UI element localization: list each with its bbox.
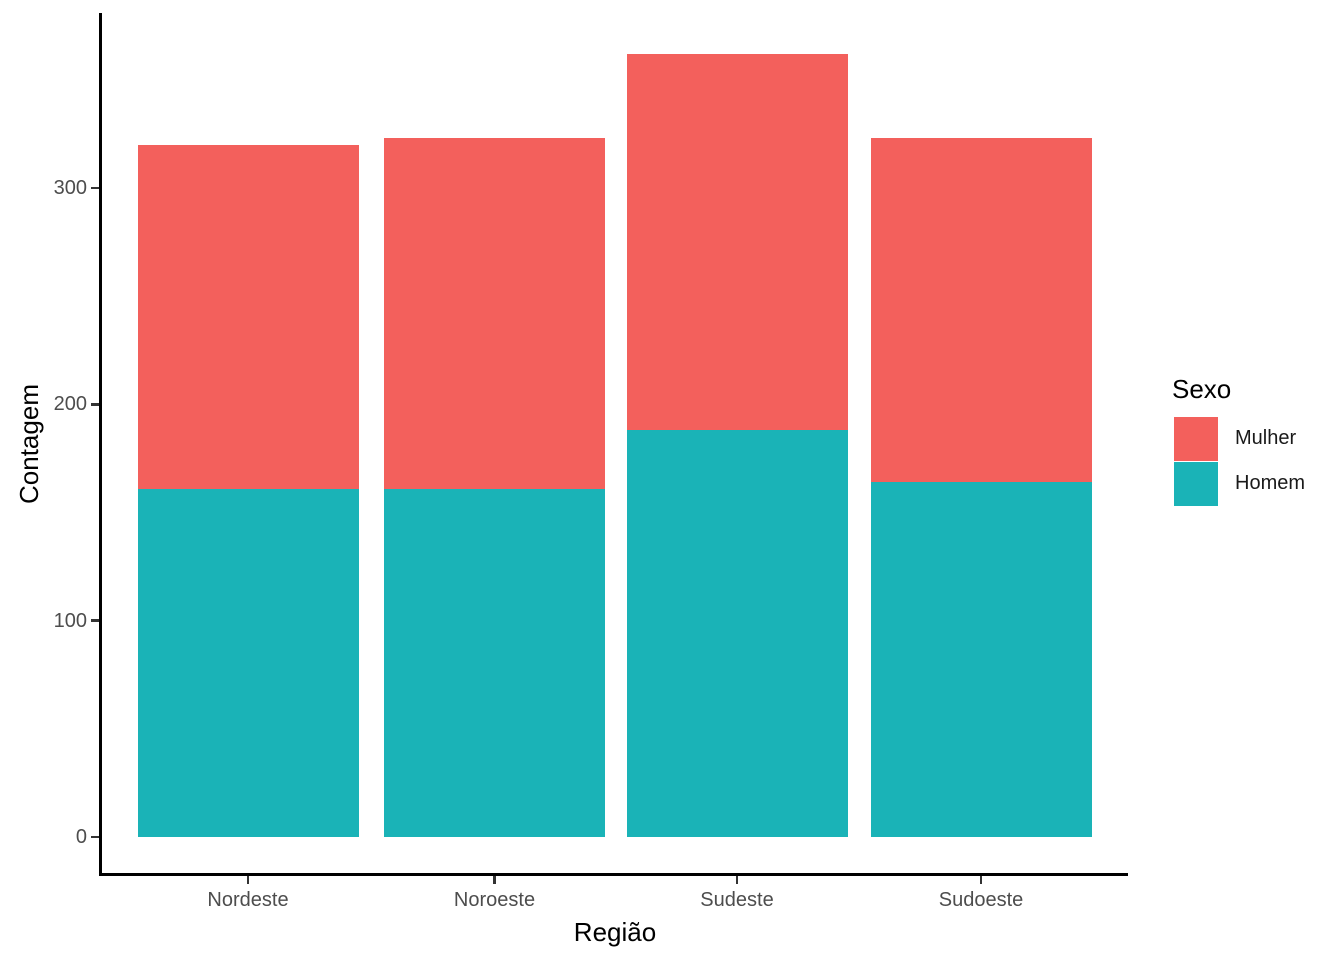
y-tick-mark bbox=[91, 403, 99, 406]
bar-segment-mulher-nordeste bbox=[137, 144, 359, 489]
y-tick-label: 300 bbox=[53, 177, 87, 199]
bar-segment-homem-sudoeste bbox=[870, 482, 1092, 837]
y-axis-line bbox=[99, 13, 102, 876]
legend-label-mulher: Mulher bbox=[1235, 427, 1297, 449]
legend-title: Sexo bbox=[1172, 374, 1232, 404]
x-tick-mark bbox=[246, 876, 250, 884]
legend-item-mulher: Mulher bbox=[1172, 416, 1305, 461]
bar-segment-homem-noroeste bbox=[384, 488, 605, 837]
y-tick-label: 200 bbox=[53, 393, 87, 416]
bar-segment-homem-nordeste bbox=[137, 488, 359, 837]
legend-label-homem: Homem bbox=[1235, 472, 1306, 494]
x-tick-label-noroeste: Noroeste bbox=[453, 889, 536, 911]
y-tick-label: 0 bbox=[75, 826, 87, 848]
x-tick-mark bbox=[979, 876, 983, 884]
legend-key-mulher-swatch bbox=[1174, 416, 1218, 461]
x-axis-title: Região bbox=[573, 917, 657, 947]
y-axis-title: Contagem bbox=[14, 384, 44, 504]
y-tick-mark bbox=[91, 619, 99, 622]
legend: Sexo Mulher Homem bbox=[1172, 374, 1305, 506]
bar-segment-mulher-sudoeste bbox=[870, 138, 1092, 483]
x-tick-label-nordeste: Nordeste bbox=[207, 889, 289, 911]
y-tick-mark bbox=[91, 835, 99, 839]
legend-key-homem-swatch bbox=[1174, 461, 1218, 506]
bar-segment-mulher-noroeste bbox=[384, 138, 605, 489]
x-tick-label-sudoeste: Sudoeste bbox=[938, 889, 1024, 911]
y-tick-mark bbox=[91, 186, 99, 190]
bar-segment-homem-sudeste bbox=[626, 430, 848, 837]
legend-items: Mulher Homem bbox=[1172, 416, 1305, 506]
x-tick-mark bbox=[735, 876, 739, 884]
legend-item-homem: Homem bbox=[1172, 461, 1305, 506]
bar-segment-mulher-sudeste bbox=[626, 53, 848, 431]
x-tick-label-sudeste: Sudeste bbox=[700, 889, 774, 911]
x-tick-mark bbox=[493, 876, 496, 884]
x-axis-line bbox=[99, 873, 1128, 876]
y-tick-label: 100 bbox=[53, 609, 87, 632]
